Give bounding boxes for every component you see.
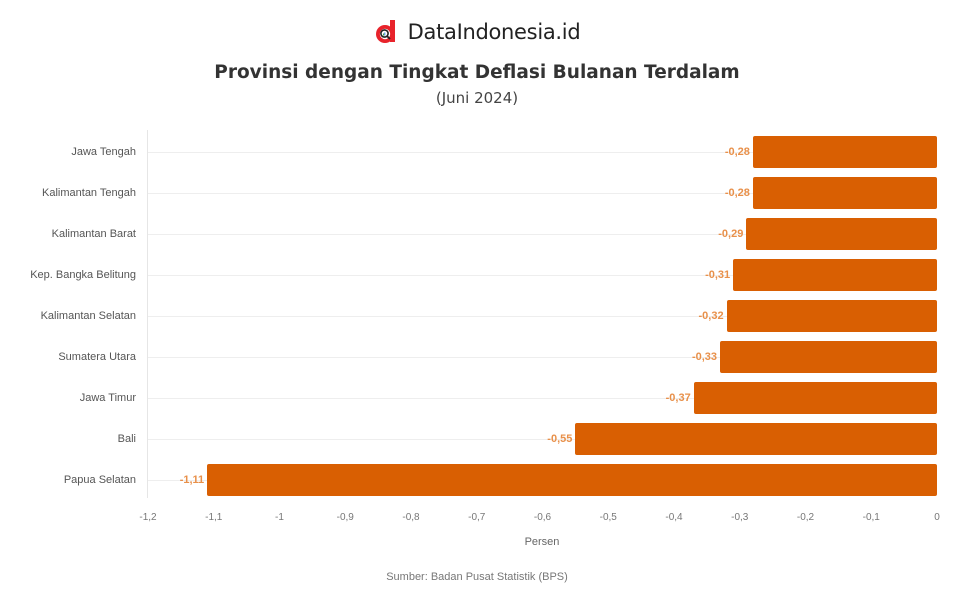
x-tick-label: -1,1 [205, 512, 223, 523]
value-label: -0,31 [705, 269, 731, 281]
gridline [148, 398, 937, 399]
gridline [148, 152, 937, 153]
dataindonesia-logo-icon [374, 20, 398, 44]
bar[interactable] [207, 464, 937, 496]
category-label: Jawa Timur [79, 392, 136, 404]
chart-title: Provinsi dengan Tingkat Deflasi Bulanan … [214, 62, 740, 83]
value-label: -0,37 [665, 392, 691, 404]
bar[interactable] [575, 423, 937, 455]
category-label: Bali [117, 433, 136, 445]
x-axis-label: Persen [524, 536, 560, 548]
x-tick-label: -0,6 [533, 512, 552, 523]
bar[interactable] [720, 341, 937, 373]
gridline [148, 357, 937, 358]
bar[interactable] [752, 177, 937, 209]
category-label: Jawa Tengah [71, 146, 136, 158]
gridline [148, 275, 937, 276]
value-label: -0,55 [547, 433, 573, 445]
category-label: Sumatera Utara [58, 351, 136, 363]
category-label: Kalimantan Barat [51, 228, 136, 240]
bar[interactable] [746, 218, 937, 250]
x-tick-label: -0,5 [599, 512, 617, 523]
x-tick-label: -0,7 [468, 512, 486, 523]
value-label: -0,28 [724, 146, 750, 158]
category-label: Papua Selatan [63, 474, 136, 486]
value-label: -0,32 [698, 310, 724, 322]
category-label: Kalimantan Selatan [40, 310, 136, 322]
x-tick-label: -0,1 [862, 512, 880, 523]
x-tick-label: -0,3 [731, 512, 749, 523]
x-tick-label: -0,8 [402, 512, 420, 523]
x-tick-label: -0,9 [336, 512, 354, 523]
bar[interactable] [693, 382, 937, 414]
category-label: Kalimantan Tengah [42, 187, 136, 199]
brand-name: DataIndonesia.id [407, 20, 581, 44]
value-label: -1,11 [179, 474, 205, 486]
x-tick-label: -0,2 [796, 512, 815, 523]
gridline [148, 439, 937, 440]
value-label: -0,33 [691, 351, 718, 363]
gridline [148, 316, 937, 317]
source-note: Sumber: Badan Pusat Statistik (BPS) [386, 571, 568, 583]
category-label: Kep. Bangka Belitung [30, 269, 136, 281]
value-label: -0,29 [718, 228, 744, 240]
brand-header: DataIndonesia.id [0, 20, 954, 44]
y-axis-line [147, 130, 148, 498]
bar[interactable] [733, 259, 937, 291]
x-tick-label: -1,2 [139, 512, 157, 523]
bar[interactable] [752, 136, 937, 168]
x-tick-label: -0,4 [665, 512, 683, 523]
gridline [148, 193, 937, 194]
x-tick-label: 0 [934, 512, 940, 523]
value-label: -0,28 [724, 187, 750, 199]
x-tick-label: -1 [275, 512, 284, 523]
gridline [148, 234, 937, 235]
bar[interactable] [726, 300, 937, 332]
chart-subtitle: (Juni 2024) [435, 89, 519, 107]
